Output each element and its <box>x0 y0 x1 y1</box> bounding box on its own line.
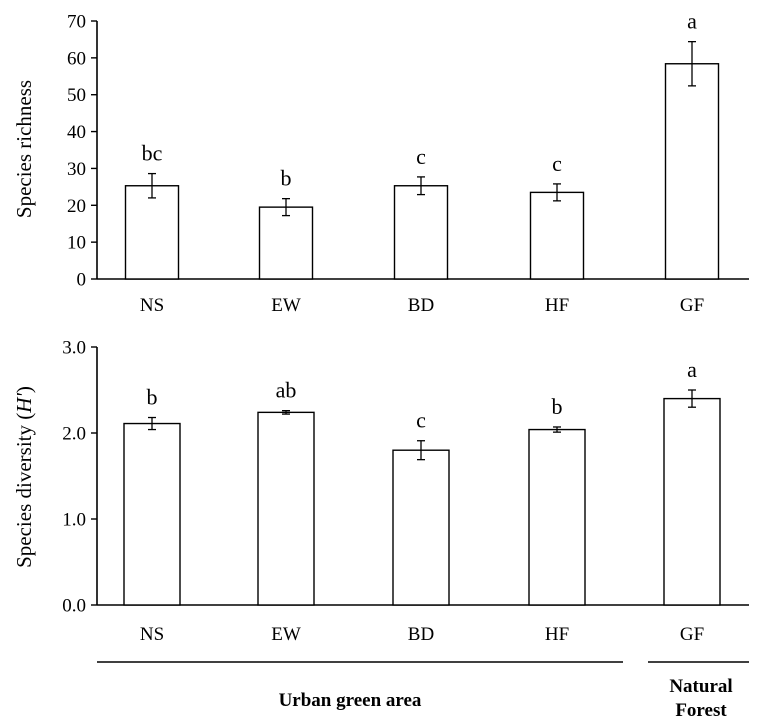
richness-y-axis: 0 10 20 30 40 50 60 70 <box>67 12 98 291</box>
diversity-significance-label: b <box>147 385 158 410</box>
richness-error-bar <box>282 198 290 217</box>
richness-error-bar <box>417 176 425 196</box>
natural-group-label-line2: Forest <box>675 700 727 721</box>
diversity-error-bar <box>688 389 696 408</box>
natural-group-label-line1: Natural <box>669 676 732 697</box>
richness-bar-ns <box>124 185 180 280</box>
richness-significance-label: c <box>552 151 562 176</box>
diversity-category-label: NS <box>140 624 164 645</box>
diversity-bar-gf <box>663 397 721 606</box>
diversity-category-label: GF <box>680 624 704 645</box>
diversity-y-axis: 0.0 1.0 2.0 3.0 <box>62 338 98 617</box>
diversity-y-tick-label: 1.0 <box>62 510 86 531</box>
richness-significance-label: bc <box>142 141 163 166</box>
richness-ylabel: Species richness <box>12 80 36 218</box>
diversity-error-bar <box>417 440 425 461</box>
diversity-significance-label: a <box>687 357 697 382</box>
richness-bar-bd <box>393 185 449 280</box>
diversity-bars: b ab c b a <box>123 357 721 606</box>
richness-significance-label: b <box>281 166 292 191</box>
diversity-error-bar <box>282 409 290 415</box>
diversity-y-tick-label: 3.0 <box>62 338 86 359</box>
richness-significance-label: c <box>416 144 426 169</box>
diversity-bar-ns <box>123 422 181 606</box>
diversity-x-axis: NS EW BD HF GF <box>97 604 749 645</box>
richness-bar-ew <box>258 206 314 280</box>
diversity-chart: Species diversity (H') 0.0 1.0 2.0 3.0 NS EW… <box>12 338 749 645</box>
diversity-significance-label: ab <box>276 378 297 403</box>
urban-group-label: Urban green area <box>279 690 422 711</box>
diversity-error-bar <box>553 426 561 433</box>
richness-bar-gf <box>664 63 720 280</box>
diversity-y-tick-label: 0.0 <box>62 596 86 617</box>
richness-y-tick-label: 70 <box>67 12 86 33</box>
diversity-category-label: BD <box>408 624 434 645</box>
diversity-bar-ew <box>257 411 315 606</box>
richness-category-label: BD <box>408 295 434 316</box>
richness-chart: Species richness 0 10 20 30 40 50 60 70 NS EW BD H… <box>12 9 749 316</box>
richness-y-tick-label: 20 <box>67 196 86 217</box>
richness-bar-hf <box>529 191 585 280</box>
richness-significance-label: a <box>687 9 697 34</box>
group-annotations: Urban green area Natural Forest <box>97 661 749 721</box>
richness-y-tick-label: 60 <box>67 48 86 69</box>
richness-y-tick-label: 0 <box>77 270 87 291</box>
richness-category-label: HF <box>545 295 569 316</box>
diversity-category-label: HF <box>545 624 569 645</box>
richness-error-bar <box>148 172 156 199</box>
richness-category-label: EW <box>271 295 301 316</box>
diversity-significance-label: b <box>552 394 563 419</box>
diversity-y-tick-label: 2.0 <box>62 424 86 445</box>
diversity-category-label: EW <box>271 624 301 645</box>
richness-y-tick-label: 30 <box>67 159 86 180</box>
diversity-bar-hf <box>528 428 586 606</box>
richness-category-label: NS <box>140 295 164 316</box>
diversity-error-bar <box>148 416 156 431</box>
richness-error-bar <box>553 183 561 202</box>
richness-category-label: GF <box>680 295 704 316</box>
richness-x-axis: NS EW BD HF GF <box>97 278 749 316</box>
richness-error-bar <box>688 40 696 87</box>
richness-y-tick-label: 50 <box>67 85 86 106</box>
diversity-ylabel: Species diversity (H') <box>12 386 36 568</box>
richness-y-tick-label: 40 <box>67 122 86 143</box>
richness-y-tick-label: 10 <box>67 233 86 254</box>
diversity-bar-bd <box>392 449 450 606</box>
diversity-significance-label: c <box>416 408 426 433</box>
